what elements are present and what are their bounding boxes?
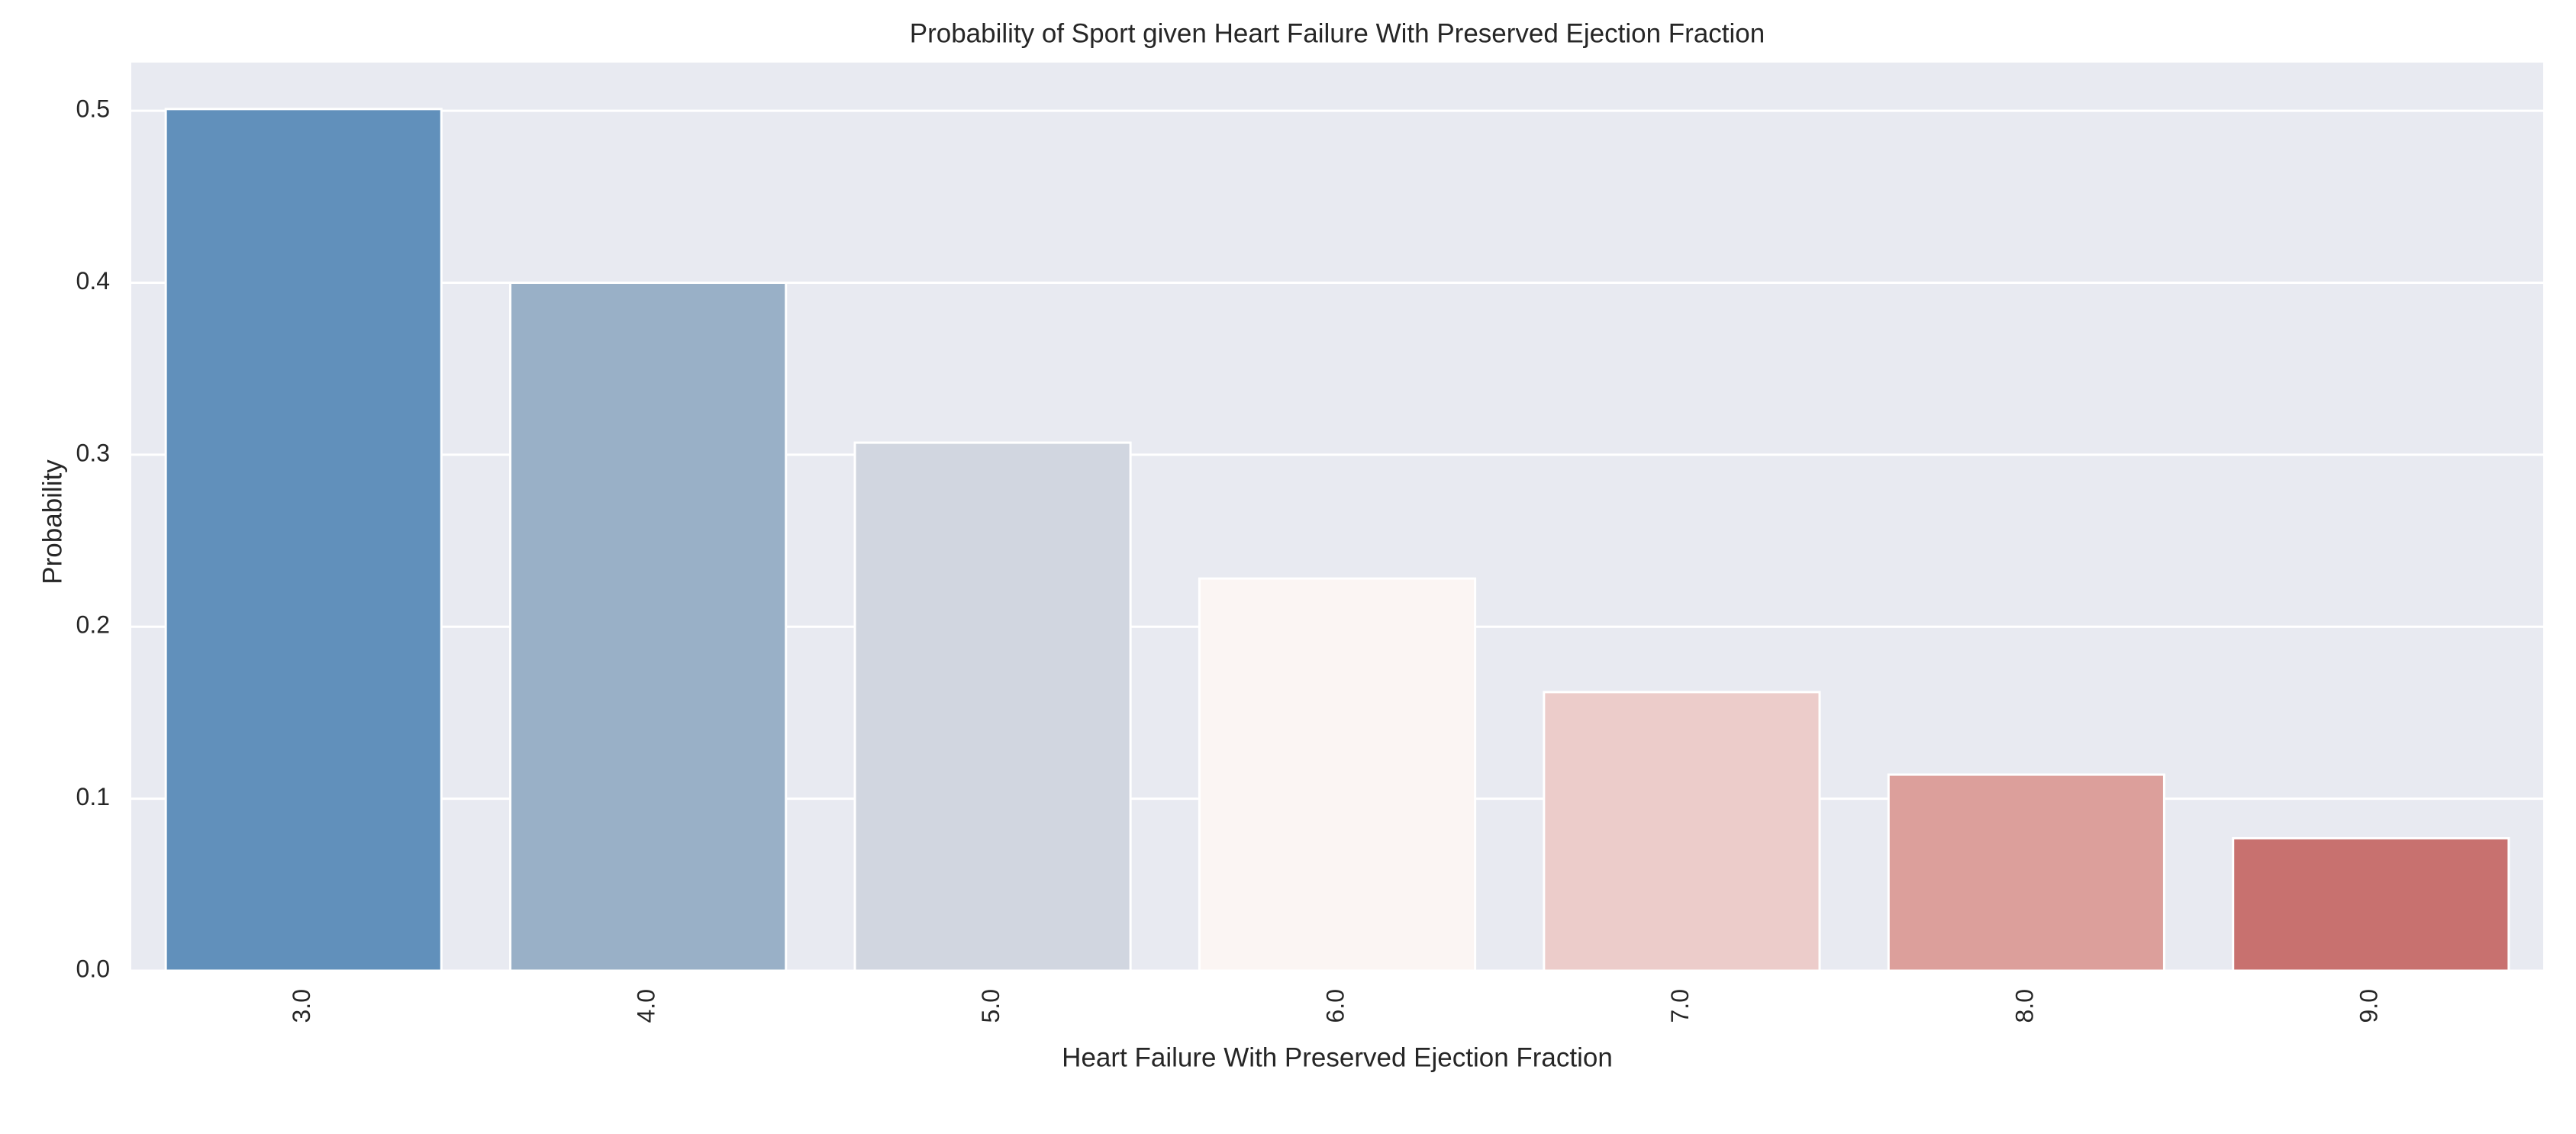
bar [853,441,1132,972]
bar [1543,691,1821,972]
bar [2232,836,2510,972]
x-tick-label: 4.0 [633,989,660,1023]
bar [509,281,788,972]
x-axis-label: Heart Failure With Preserved Ejection Fr… [1062,1042,1613,1072]
x-tick-label: 6.0 [1321,989,1349,1023]
x-tick-label: 8.0 [2010,989,2038,1023]
x-tick-label: 5.0 [977,989,1004,1023]
y-axis-label: Probability [37,459,67,585]
x-tick-label: 7.0 [1666,989,1694,1023]
bar [1198,577,1477,972]
chart-title: Probability of Sport given Heart Failure… [910,18,1765,48]
y-tick-label: 0.2 [76,611,110,639]
y-tick-label: 0.0 [76,955,110,982]
y-tick-label: 0.1 [76,783,110,810]
bar [164,108,443,972]
x-tick-label: 3.0 [288,989,315,1023]
x-tick-label: 9.0 [2355,989,2383,1023]
y-tick-label: 0.3 [76,439,110,466]
bar [1887,773,2165,972]
y-tick-label: 0.4 [76,267,110,295]
y-tick-label: 0.5 [76,95,110,123]
